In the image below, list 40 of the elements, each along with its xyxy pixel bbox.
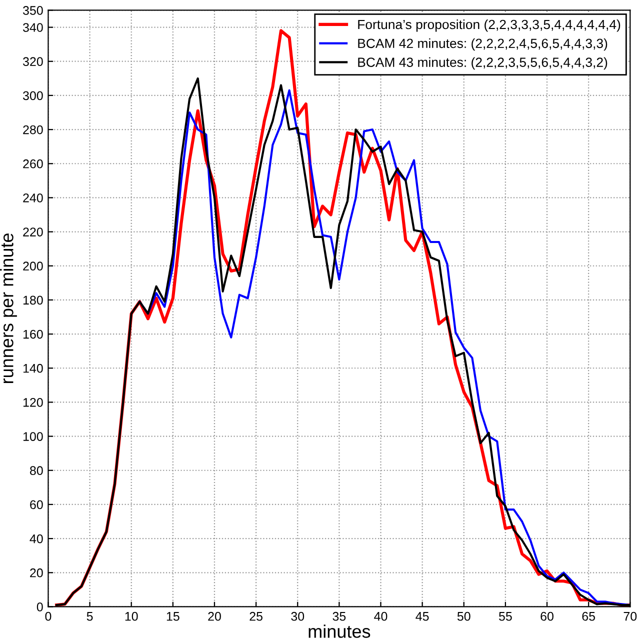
x-tick-label: 35 (332, 612, 346, 621)
x-tick-label: 20 (208, 612, 221, 621)
y-tick-label: 160 (23, 330, 43, 339)
legend-label: Fortuna’s proposition (2,2,3,3,3,5,4,4,4,4,4,4) (358, 19, 620, 32)
x-tick-label: 10 (125, 612, 138, 621)
y-tick-label: 100 (23, 432, 43, 441)
y-tick-label: 200 (23, 262, 43, 271)
line-series (138, 89, 630, 606)
y-tick-label: 240 (23, 194, 43, 202)
x-tick-label: 15 (166, 612, 180, 621)
x-tick-label: 0 (45, 612, 52, 621)
x-tick-label: 40 (374, 612, 388, 621)
y-axis-title: runners per minute (0, 234, 17, 384)
x-tick-label: 50 (457, 612, 470, 621)
x-tick-label: 45 (416, 612, 429, 621)
x-tick-label: 60 (540, 612, 554, 621)
y-tick-label: 340 (22, 23, 43, 32)
legend-label: BCAM 43 minutes: (2,2,2,3,5,5,6,5,4,4,3,2) (358, 57, 608, 70)
x-tick-label: 65 (582, 612, 596, 621)
y-tick-label: 260 (23, 159, 43, 168)
y-tick-label: 40 (30, 534, 43, 544)
y-tick-label: 280 (23, 125, 43, 134)
y-tick-label: 180 (23, 296, 43, 305)
x-axis-title: minutes (308, 624, 370, 638)
x-tick-label: 70 (624, 612, 637, 621)
y-tick-label: 140 (23, 364, 43, 373)
x-tick-label: 5 (86, 612, 93, 621)
legend-label: BCAM 42 minutes: (2,2,2,2,4,5,6,5,4,4,3,3) (358, 38, 608, 51)
y-tick-label: 60 (30, 500, 43, 510)
y-tick-label: 80 (30, 466, 43, 476)
y-tick-label: 220 (23, 228, 43, 236)
y-tick-label: 0 (36, 602, 43, 612)
x-tick-label: 25 (250, 612, 262, 621)
y-tick-label: 350 (22, 6, 43, 15)
y-tick-label: 120 (23, 398, 43, 407)
x-tick-label: 55 (498, 612, 512, 621)
y-tick-label: 320 (22, 57, 43, 66)
y-tick-label: 300 (22, 91, 43, 100)
x-tick-label: 30 (291, 612, 304, 621)
y-tick-label: 20 (30, 568, 43, 578)
